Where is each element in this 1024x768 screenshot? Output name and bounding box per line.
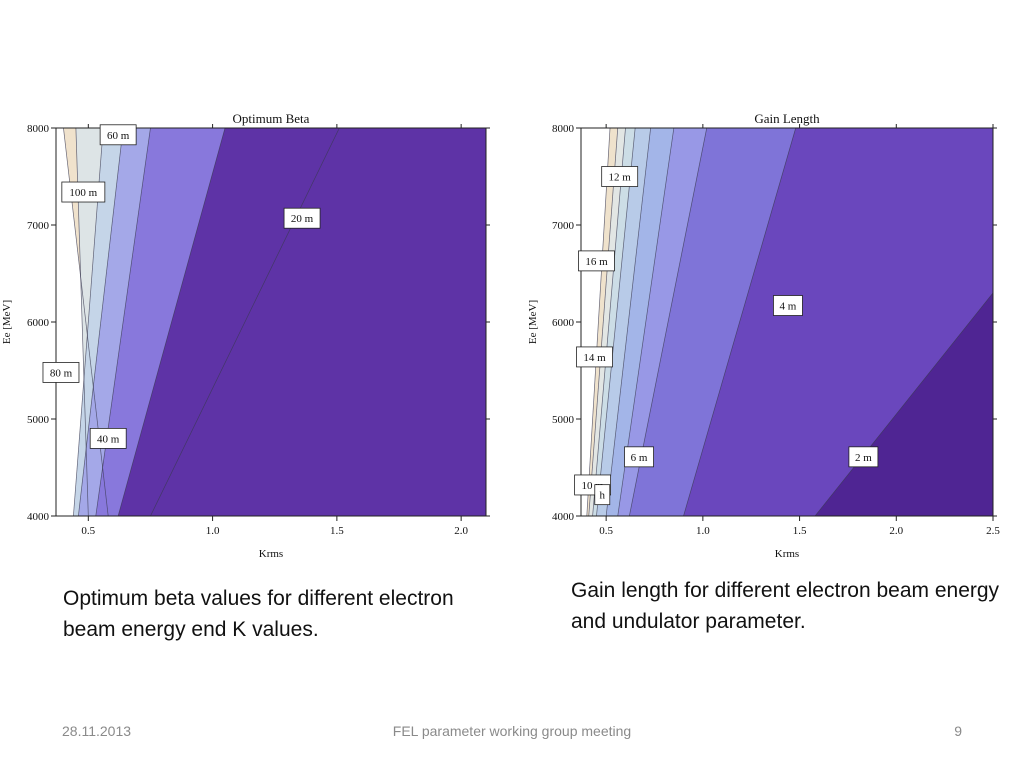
gain-contour-line-4 bbox=[596, 128, 636, 516]
beta-contour-label-0: 60 m bbox=[107, 130, 130, 142]
beta-contour-label-box-1 bbox=[61, 181, 106, 203]
gain-xtick-label-4: 2.5 bbox=[986, 525, 1000, 537]
beta-contour-bands bbox=[63, 128, 486, 516]
beta-title: Optimum Beta bbox=[233, 111, 310, 126]
optimum-beta-caption: Optimum beta values for different electr… bbox=[63, 587, 454, 641]
beta-ytick-label-1: 5000 bbox=[27, 414, 50, 426]
beta-contour-label-box-3 bbox=[42, 362, 80, 383]
gain-title: Gain Length bbox=[754, 111, 820, 126]
gain-xlabel: Krms bbox=[775, 548, 799, 560]
gain-ylabel: Ee [MeV] bbox=[527, 300, 539, 344]
gain-ytick-label-3: 7000 bbox=[552, 220, 575, 232]
footer-title: FEL parameter working group meeting bbox=[392, 723, 632, 739]
gain-contour-label-1: 16 m bbox=[585, 256, 608, 268]
beta-ytick-label-0: 4000 bbox=[27, 511, 50, 523]
beta-contour-line-4 bbox=[78, 128, 124, 516]
gain-ytick-label-4: 8000 bbox=[552, 123, 575, 135]
gain-contour-line-3 bbox=[592, 128, 626, 516]
beta-contour-line-7 bbox=[150, 128, 340, 516]
beta-contour-label-3: 80 m bbox=[50, 367, 73, 379]
beta-contour-line-6 bbox=[117, 128, 226, 516]
gain-ytick-label-1: 5000 bbox=[552, 414, 575, 426]
gain-contour-label-7: h bbox=[600, 490, 606, 502]
gain-xtick-label-1: 1.0 bbox=[696, 525, 710, 537]
footer-page-number: 9 bbox=[954, 723, 962, 739]
beta-xtick-label-3: 2.0 bbox=[454, 525, 468, 537]
gain-xtick-label-3: 2.0 bbox=[889, 525, 903, 537]
gain-contour-label-2: 4 m bbox=[780, 301, 797, 313]
footer-date: 28.11.2013 bbox=[62, 723, 132, 739]
gain-contour-label-0: 12 m bbox=[609, 172, 632, 184]
beta-contour-label-2: 20 m bbox=[291, 213, 314, 225]
gain-ytick-label-0: 4000 bbox=[552, 511, 575, 523]
beta-contour-label-box-4 bbox=[89, 427, 127, 449]
gain-contour-label-box-4 bbox=[624, 446, 654, 468]
optimum-beta-chart-svg: 0.5 1.0 1.5 2.0 4000 5000 6000 7000 8000 Optimum … bbox=[1, 111, 490, 560]
gain-contour-label-box-2 bbox=[773, 295, 803, 316]
beta-xlabel: Krms bbox=[259, 548, 283, 560]
beta-contour-band-7 bbox=[150, 128, 486, 516]
beta-contour-label-box-2 bbox=[283, 207, 321, 229]
gain-contour-line-8 bbox=[683, 128, 797, 516]
gain-xtick-label-0: 0.5 bbox=[599, 525, 613, 537]
gain-ytick-label-2: 6000 bbox=[552, 317, 575, 329]
beta-contour-label-4: 40 m bbox=[97, 433, 120, 445]
gain-contour-line-5 bbox=[605, 128, 651, 516]
gain-length-chart: 0.5 1.0 1.5 2.0 2.5 4000 5000 6000 7000 8000 Gain … bbox=[526, 108, 1024, 568]
beta-ylabel: Ee [MeV] bbox=[1, 300, 13, 344]
gain-contour-label-box-0 bbox=[601, 166, 639, 187]
gain-contour-label-3: 14 m bbox=[583, 352, 606, 364]
gain-contour-label-box-1 bbox=[578, 250, 615, 272]
beta-contour-label-1: 100 m bbox=[69, 187, 97, 199]
beta-xtick-label-2: 1.5 bbox=[330, 525, 344, 537]
gain-contour-line-1 bbox=[586, 128, 611, 516]
gain-contour-label-box-7 bbox=[594, 484, 611, 506]
beta-ytick-label-3: 7000 bbox=[27, 220, 50, 232]
gain-contour-label-box-5 bbox=[848, 446, 879, 468]
gain-contour-bands bbox=[586, 128, 993, 516]
beta-xtick-label-1: 1.0 bbox=[206, 525, 220, 537]
gain-xtick-label-2: 1.5 bbox=[793, 525, 807, 537]
gain-contour-label-4: 6 m bbox=[631, 452, 648, 464]
beta-ytick-label-4: 8000 bbox=[27, 123, 50, 135]
optimum-beta-chart: 0.5 1.0 1.5 2.0 4000 5000 6000 7000 8000 Optimum … bbox=[0, 108, 500, 568]
gain-contour-label-5: 2 m bbox=[855, 452, 872, 464]
beta-ytick-label-2: 6000 bbox=[27, 317, 50, 329]
gain-contour-label-box-3 bbox=[576, 346, 613, 368]
gain-length-caption: Gain length for different electron beam … bbox=[571, 579, 1000, 633]
gain-length-chart-svg: 0.5 1.0 1.5 2.0 2.5 4000 5000 6000 7000 8000 Gain … bbox=[527, 111, 1000, 560]
beta-xtick-label-0: 0.5 bbox=[81, 525, 95, 537]
beta-contour-line-5 bbox=[95, 128, 151, 516]
beta-contour-label-box-0 bbox=[99, 124, 137, 146]
gain-contour-line-2 bbox=[588, 128, 619, 516]
